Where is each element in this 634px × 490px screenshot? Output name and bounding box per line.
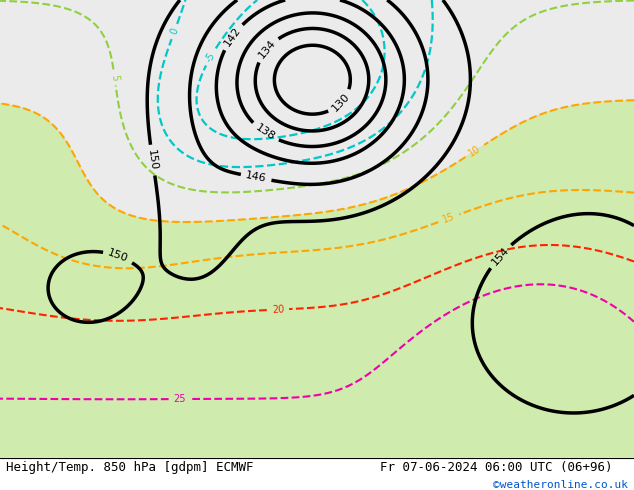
Text: 5: 5 [109, 74, 120, 81]
Text: Height/Temp. 850 hPa [gdpm] ECMWF: Height/Temp. 850 hPa [gdpm] ECMWF [6, 461, 254, 474]
Text: 15: 15 [441, 211, 456, 225]
Text: 150: 150 [107, 248, 130, 265]
Text: 150: 150 [146, 149, 159, 171]
Text: 142: 142 [223, 25, 243, 49]
Text: 146: 146 [245, 171, 268, 184]
Text: Fr 07-06-2024 06:00 UTC (06+96): Fr 07-06-2024 06:00 UTC (06+96) [380, 461, 613, 474]
Text: 134: 134 [256, 38, 278, 61]
Text: ©weatheronline.co.uk: ©weatheronline.co.uk [493, 480, 628, 490]
Text: -5: -5 [204, 50, 217, 64]
Text: 25: 25 [174, 394, 186, 404]
Text: 138: 138 [254, 122, 276, 143]
Text: 154: 154 [489, 245, 511, 267]
Text: 10: 10 [467, 144, 482, 158]
Text: 20: 20 [271, 304, 285, 315]
Text: 130: 130 [330, 91, 352, 114]
Text: 0: 0 [169, 27, 180, 36]
